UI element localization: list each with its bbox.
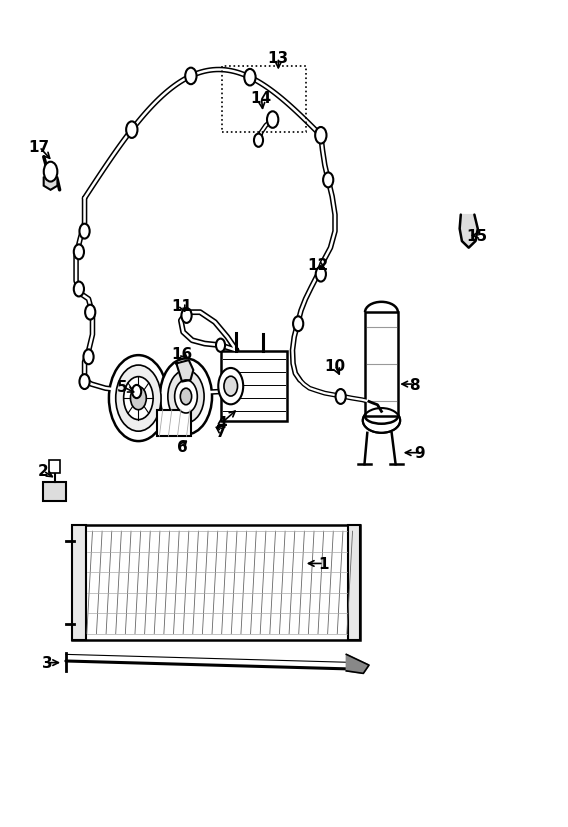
Circle shape [181, 308, 191, 323]
Circle shape [216, 339, 225, 352]
Circle shape [180, 389, 191, 405]
Circle shape [254, 135, 263, 148]
Text: 4: 4 [216, 416, 227, 431]
Circle shape [218, 369, 243, 405]
Circle shape [323, 173, 333, 188]
Circle shape [224, 377, 237, 397]
Text: 6: 6 [177, 439, 187, 454]
Polygon shape [346, 655, 369, 673]
Bar [49, 461, 60, 473]
Circle shape [124, 377, 153, 420]
Circle shape [244, 69, 256, 86]
Bar [222, 67, 306, 133]
Polygon shape [176, 361, 193, 382]
Text: 12: 12 [307, 257, 329, 272]
Text: 8: 8 [409, 377, 420, 392]
Text: 1: 1 [319, 557, 329, 571]
Circle shape [44, 163, 57, 182]
Bar [72, 525, 86, 641]
Circle shape [83, 350, 94, 365]
Text: 16: 16 [172, 347, 193, 361]
Text: 10: 10 [324, 358, 345, 373]
Circle shape [131, 387, 147, 410]
Text: 2: 2 [38, 464, 49, 479]
Text: 7: 7 [216, 424, 227, 439]
Text: 15: 15 [466, 228, 487, 243]
Circle shape [80, 224, 90, 239]
Circle shape [74, 245, 84, 260]
Circle shape [80, 375, 90, 390]
Bar [157, 410, 190, 437]
Circle shape [267, 112, 278, 129]
Circle shape [116, 366, 161, 432]
Circle shape [85, 305, 95, 320]
Circle shape [293, 317, 303, 332]
Circle shape [174, 380, 197, 414]
Circle shape [168, 370, 204, 423]
Circle shape [132, 385, 141, 399]
Bar [72, 525, 361, 641]
Circle shape [74, 282, 84, 297]
Text: 17: 17 [28, 140, 50, 155]
Text: 13: 13 [268, 51, 289, 66]
Text: 3: 3 [42, 655, 52, 671]
Polygon shape [460, 215, 478, 248]
Bar [220, 351, 287, 422]
Circle shape [185, 69, 197, 85]
Circle shape [160, 359, 212, 435]
Circle shape [315, 128, 327, 145]
Bar [43, 483, 66, 501]
Ellipse shape [363, 409, 400, 433]
Circle shape [316, 267, 326, 282]
Circle shape [336, 390, 346, 404]
Text: 5: 5 [117, 380, 128, 394]
Text: 11: 11 [172, 299, 193, 313]
Bar [365, 313, 398, 417]
Polygon shape [44, 174, 57, 190]
Circle shape [126, 122, 137, 139]
Circle shape [109, 356, 168, 442]
Bar [348, 525, 361, 641]
Text: 14: 14 [251, 91, 272, 106]
Text: 9: 9 [415, 446, 425, 461]
